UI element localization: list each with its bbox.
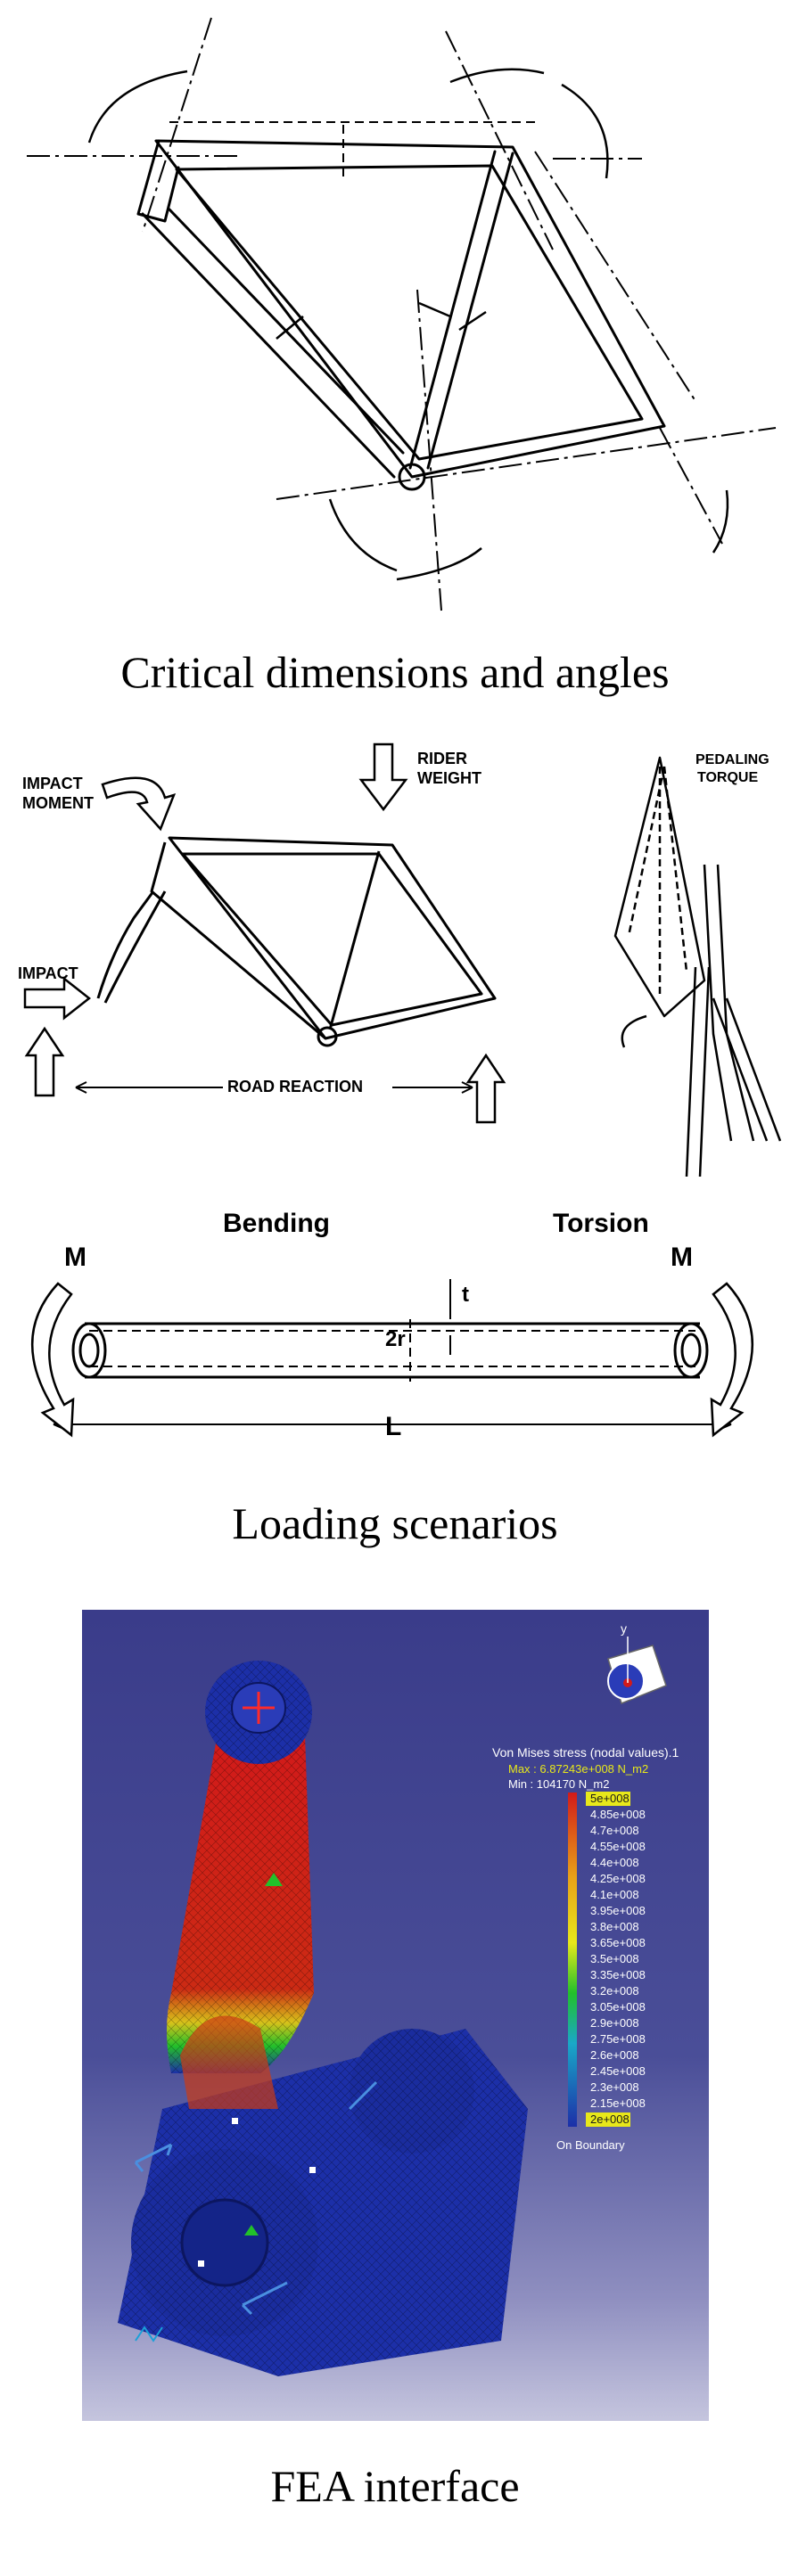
fea-model: y Von Mises stress (nodal values).1 Max … — [118, 1621, 679, 2376]
axis-y-label: y — [621, 1621, 627, 1636]
frame-geometry-panel: Critical dimensions and angles — [0, 0, 790, 731]
scale-label: 2.15e+008 — [590, 2096, 646, 2110]
impact-label: IMPACT — [18, 964, 78, 982]
impact-moment-label-2: MOMENT — [22, 794, 94, 812]
color-scale-bar — [568, 1793, 577, 2127]
fea-title: Von Mises stress (nodal values).1 — [492, 1745, 679, 1760]
scale-label: 3.95e+008 — [590, 1904, 646, 1917]
pedaling-torque-label-1: PEDALING — [695, 752, 769, 767]
scale-label: 3.35e+008 — [590, 1968, 646, 1981]
scale-label: 3.2e+008 — [590, 1984, 639, 1998]
fea-max: Max : 6.87243e+008 N_m2 — [508, 1762, 648, 1776]
scale-label: 2.6e+008 — [590, 2048, 639, 2062]
torsion-label: Torsion — [553, 1209, 649, 1238]
fea-min: Min : 104170 N_m2 — [508, 1777, 609, 1791]
scale-label: 2.75e+008 — [590, 2032, 646, 2046]
fea-viewport[interactable]: y Von Mises stress (nodal values).1 Max … — [82, 1610, 709, 2421]
scale-label: 2.9e+008 — [590, 2016, 639, 2030]
frame-geometry-diagram — [27, 17, 777, 611]
loading-scenarios-panel: IMPACT MOMENT RIDER WEIGHT IMPACT ROAD R… — [0, 731, 790, 1560]
scale-label: 2.3e+008 — [590, 2080, 639, 2094]
scale-label: 5e+008 — [590, 1792, 630, 1805]
frame-geometry-caption: Critical dimensions and angles — [120, 647, 670, 697]
road-reaction-label: ROAD REACTION — [227, 1078, 363, 1095]
rider-weight-label-1: RIDER — [417, 750, 467, 767]
thickness-label: t — [462, 1283, 469, 1307]
impact-moment-label-1: IMPACT — [22, 775, 83, 792]
scale-label: 4.55e+008 — [590, 1840, 646, 1853]
bending-label: Bending — [223, 1209, 330, 1238]
loading-diagram: IMPACT MOMENT RIDER WEIGHT IMPACT ROAD R… — [18, 742, 782, 1441]
scale-label: 4.25e+008 — [590, 1872, 646, 1885]
scale-label: 2e+008 — [590, 2112, 630, 2126]
scale-labels: 5e+008 4.85e+008 4.7e+008 4.55e+008 4.4e+008… — [590, 1792, 646, 2126]
on-boundary-label: On Boundary — [556, 2138, 625, 2152]
moment-right-label: M — [671, 1243, 693, 1272]
scale-label: 4.4e+008 — [590, 1856, 639, 1869]
scale-label: 4.1e+008 — [590, 1888, 639, 1901]
rider-weight-label-2: WEIGHT — [417, 769, 481, 787]
scale-label: 3.65e+008 — [590, 1936, 646, 1949]
compass-icon[interactable]: y — [607, 1621, 667, 1705]
loading-caption: Loading scenarios — [232, 1498, 558, 1548]
moment-left-label: M — [64, 1243, 86, 1272]
scale-label: 3.8e+008 — [590, 1920, 639, 1933]
scale-label: 3.5e+008 — [590, 1952, 639, 1965]
length-label: L — [385, 1412, 401, 1441]
scale-label: 4.85e+008 — [590, 1808, 646, 1821]
radius-label: 2r — [385, 1327, 406, 1351]
scale-label: 3.05e+008 — [590, 2000, 646, 2014]
pedaling-torque-label-2: TORQUE — [697, 770, 758, 785]
scale-label: 2.45e+008 — [590, 2064, 646, 2078]
fea-caption: FEA interface — [270, 2461, 520, 2511]
scale-label: 4.7e+008 — [590, 1824, 639, 1837]
